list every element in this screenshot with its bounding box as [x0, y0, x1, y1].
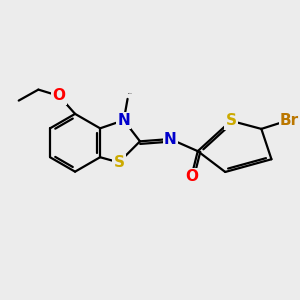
Text: O: O [185, 169, 198, 184]
Text: S: S [113, 155, 124, 170]
Text: Br: Br [280, 113, 299, 128]
Text: N: N [117, 113, 130, 128]
Text: O: O [53, 88, 66, 104]
Text: methyl: methyl [128, 92, 133, 94]
Text: N: N [164, 131, 177, 146]
Text: S: S [226, 113, 236, 128]
